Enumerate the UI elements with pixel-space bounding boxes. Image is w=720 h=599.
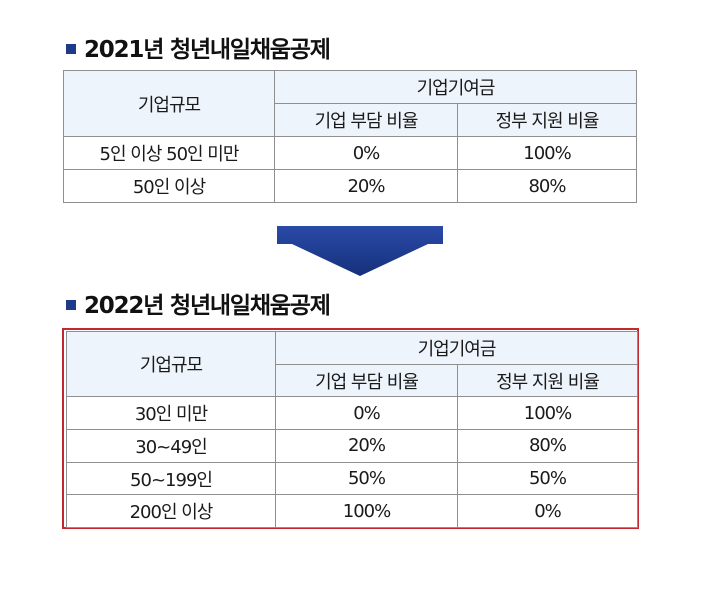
cell-gov-support: 0% [457,494,638,529]
header-company-share: 기업 부담 비율 [275,363,458,398]
cell-size: 30인 미만 [66,396,276,431]
table-subheader-row: 기업 부담 비율 정부 지원 비율 [67,363,638,398]
header-gov-support: 정부 지원 비율 [457,103,637,137]
section-title-text: 2021년 청년내일채움공제 [84,37,331,63]
cell-company-share: 20% [275,429,458,463]
section-title-text: 2022년 청년내일채움공제 [84,293,331,319]
square-bullet-icon [66,300,76,310]
header-gov-support: 정부 지원 비율 [457,363,638,398]
cell-company-share: 50% [275,461,458,496]
header-company-size: 기업규모 [66,330,276,398]
cell-size: 200인 이상 [66,494,276,529]
cell-gov-support: 80% [457,429,638,463]
cell-company-share: 20% [274,169,458,203]
table-2021: 기업규모 기업기여금 기업 부담 비율 정부 지원 비율 5인 이상 50인 미… [63,70,637,203]
cell-size: 30~49인 [66,429,276,463]
cell-company-share: 0% [275,396,458,431]
table-row: 50~199인 50% 50% [66,461,638,496]
table-subheader-row: 기업 부담 비율 정부 지원 비율 [64,103,637,137]
table-2022: 기업규모 기업기여금 기업 부담 비율 정부 지원 비율 30인 미만 0% 1… [66,330,638,529]
table-row: 30~49인 20% 80% [66,429,638,463]
table-row: 50인 이상 20% 80% [63,169,637,203]
table-row: 30인 미만 0% 100% [66,396,638,431]
table-header-row: 기업규모 기업기여금 [66,330,638,398]
header-contribution: 기업기여금 [275,331,638,365]
cell-gov-support: 50% [457,461,638,496]
section-title-2021: 2021년 청년내일채움공제 [66,32,331,63]
header-company-size: 기업규모 [63,70,275,137]
highlight-frame [62,328,639,529]
cell-company-share: 0% [274,136,458,170]
header-company-share: 기업 부담 비율 [274,103,458,137]
table-header-row: 기업규모 기업기여금 [63,70,637,137]
section-title-2022: 2022년 청년내일채움공제 [66,288,331,319]
down-arrow-icon [277,226,443,276]
header-contribution: 기업기여금 [274,70,637,104]
table-row: 200인 이상 100% 0% [66,494,638,529]
cell-company-share: 100% [275,494,458,529]
cell-gov-support: 80% [457,169,637,203]
cell-size: 50~199인 [66,461,276,496]
table-row: 5인 이상 50인 미만 0% 100% [63,136,637,170]
cell-size: 5인 이상 50인 미만 [63,136,275,170]
cell-gov-support: 100% [457,136,637,170]
square-bullet-icon [66,44,76,54]
cell-gov-support: 100% [457,396,638,431]
cell-size: 50인 이상 [63,169,275,203]
